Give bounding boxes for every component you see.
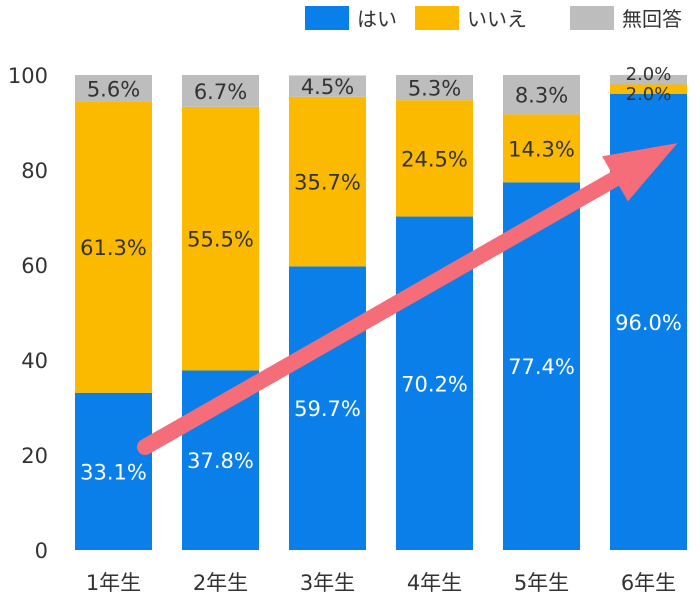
- data-label: 77.4%: [508, 355, 575, 379]
- x-axis: 1年生 2年生 3年生 4年生 5年生 6年生: [86, 571, 676, 595]
- data-label: 24.5%: [401, 147, 468, 171]
- legend-label: はい: [357, 7, 397, 31]
- data-label: 5.6%: [87, 77, 140, 101]
- bar-segment: [182, 75, 259, 107]
- y-tick-label: 0: [35, 539, 48, 563]
- data-label: 2.0%: [626, 84, 672, 105]
- legend-swatch: [415, 6, 459, 30]
- bar-segment: [289, 96, 366, 267]
- legend-label: いいえ: [467, 7, 527, 31]
- legend-item: はい: [305, 6, 397, 31]
- data-label: 6.7%: [194, 80, 247, 104]
- data-label: 2.0%: [626, 64, 672, 85]
- bar-segment: [396, 100, 473, 217]
- data-label: 35.7%: [294, 171, 361, 195]
- arrow-shaft: [137, 170, 623, 455]
- data-label: 61.3%: [80, 236, 147, 260]
- bar-segment: [396, 75, 473, 101]
- data-label: 8.3%: [515, 84, 568, 108]
- data-label: 33.1%: [80, 460, 147, 484]
- legend-label: 無回答: [622, 7, 682, 31]
- data-label: 37.8%: [187, 449, 254, 473]
- data-label: 70.2%: [401, 372, 468, 396]
- y-tick-label: 20: [21, 444, 48, 468]
- bar-segment: [503, 75, 580, 115]
- legend-item: 無回答: [570, 6, 682, 31]
- legend-swatch: [305, 6, 349, 30]
- bar-segment: [503, 114, 580, 183]
- y-tick-label: 80: [21, 159, 48, 183]
- data-label: 96.0%: [615, 311, 682, 335]
- x-tick-label: 1年生: [86, 571, 141, 595]
- x-tick-label: 5年生: [514, 571, 569, 595]
- y-tick-label: 100: [8, 64, 48, 88]
- y-tick-label: 60: [21, 254, 48, 278]
- legend-swatch: [570, 6, 614, 30]
- bar-segment: [75, 75, 152, 102]
- x-tick-label: 3年生: [300, 571, 355, 595]
- data-label: 4.5%: [301, 75, 354, 99]
- arrow-head: [602, 143, 678, 202]
- trend-arrow: [137, 143, 678, 455]
- legend-item: いいえ: [415, 6, 527, 31]
- bar-segment: [182, 106, 259, 371]
- data-label: 59.7%: [294, 397, 361, 421]
- bar-segment: [75, 392, 152, 550]
- bar-segment: [289, 266, 366, 550]
- y-tick-label: 40: [21, 349, 48, 373]
- x-tick-label: 4年生: [407, 571, 462, 595]
- x-tick-label: 6年生: [621, 571, 676, 595]
- bar-segment: [75, 101, 152, 393]
- y-axis: 0 20 40 60 80 100: [8, 64, 48, 563]
- data-label: 5.3%: [408, 77, 461, 101]
- x-tick-label: 2年生: [193, 571, 248, 595]
- bar-segment: [289, 75, 366, 97]
- data-labels: 33.1% 61.3% 5.6% 37.8% 55.5% 6.7% 59.7% 35.7% 4.…: [80, 64, 682, 484]
- bar-segment: [610, 84, 687, 94]
- data-label: 55.5%: [187, 228, 254, 252]
- legend: はい いいえ 無回答: [305, 6, 682, 31]
- bar-segment: [610, 75, 687, 85]
- data-label: 14.3%: [508, 137, 575, 161]
